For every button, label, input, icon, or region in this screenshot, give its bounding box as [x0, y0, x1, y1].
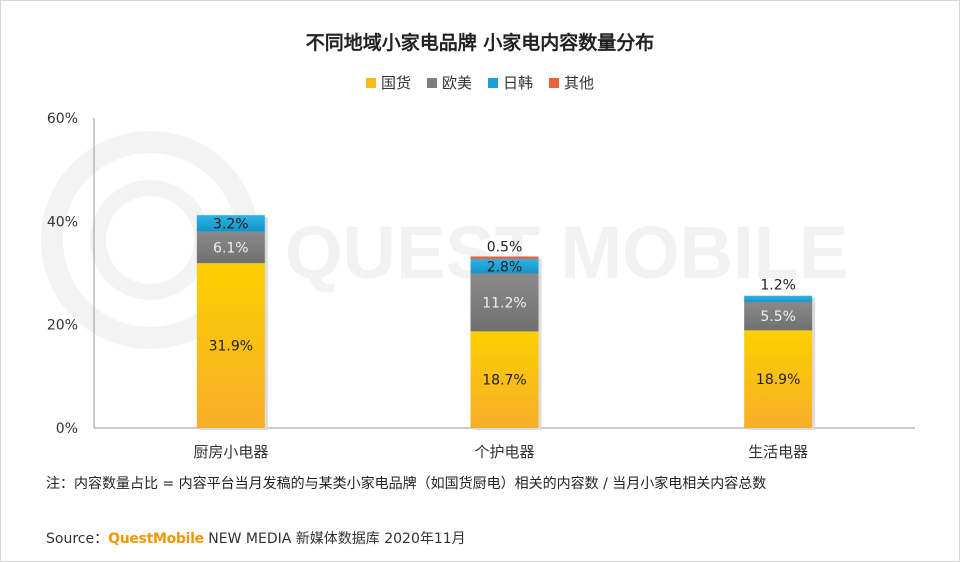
data-label: 2.8%: [487, 259, 523, 275]
bar-segment-日韩: [470, 259, 539, 274]
y-tick-label: 40%: [47, 214, 78, 230]
bar-segment-欧美: [744, 301, 813, 331]
legend-swatch: [488, 77, 498, 88]
x-category-label: 个护电器: [474, 443, 534, 461]
source-prefix: Source：: [46, 531, 109, 547]
bar-segment-国货: [196, 263, 265, 428]
bar-segment-日韩: [196, 215, 265, 232]
data-label: 3.2%: [213, 216, 249, 232]
bar-segment-国货: [744, 330, 813, 428]
legend-swatch: [426, 77, 437, 88]
y-tick-label: 60%: [47, 111, 78, 127]
legend-label: 日韩: [503, 74, 534, 92]
y-tick-label: 0%: [56, 421, 78, 437]
legend-label: 欧美: [441, 74, 472, 92]
source-brand: QuestMobile: [108, 531, 204, 547]
bar-segment-欧美: [470, 273, 539, 332]
legend: 国货 欧美 日韩 其他: [0, 72, 960, 93]
legend-label: 国货: [380, 74, 411, 92]
legend-item-guohuo: 国货: [365, 72, 411, 93]
footnote: 注：内容数量占比 = 内容平台当月发稿的与某类小家电品牌（如国货厨电）相关的内容…: [46, 476, 767, 492]
legend-label: 其他: [564, 74, 595, 92]
bar-segment-日韩: [744, 295, 813, 302]
data-label: 31.9%: [209, 339, 253, 355]
source-suffix: NEW MEDIA 新媒体数据库 2020年11月: [203, 531, 466, 547]
data-label: 11.2%: [482, 295, 526, 311]
bar-segment-欧美: [196, 231, 265, 264]
data-label: 18.9%: [756, 372, 800, 388]
data-label: 0.5%: [487, 239, 523, 255]
legend-swatch: [549, 77, 560, 88]
bar-segment-国货: [470, 331, 539, 428]
legend-item-qita: 其他: [549, 72, 594, 93]
x-category-label: 生活电器: [748, 443, 808, 461]
data-label: 18.7%: [482, 373, 526, 389]
legend-item-rihan: 日韩: [488, 72, 533, 93]
x-category-label: 厨房小电器: [193, 443, 268, 461]
legend-item-oumei: 欧美: [426, 72, 472, 93]
y-tick-label: 20%: [47, 318, 78, 334]
data-label: 1.2%: [760, 278, 796, 294]
legend-swatch: [365, 77, 376, 88]
data-label: 5.5%: [760, 309, 796, 325]
source-line: Source：QuestMobile NEW MEDIA 新媒体数据库 2020…: [46, 528, 466, 548]
watermark-text: QUEST MOBILE: [285, 211, 848, 294]
data-label: 6.1%: [213, 240, 249, 256]
chart-title: 不同地域小家电品牌 小家电内容数量分布: [305, 32, 655, 54]
bar-segment-其他: [470, 256, 539, 260]
